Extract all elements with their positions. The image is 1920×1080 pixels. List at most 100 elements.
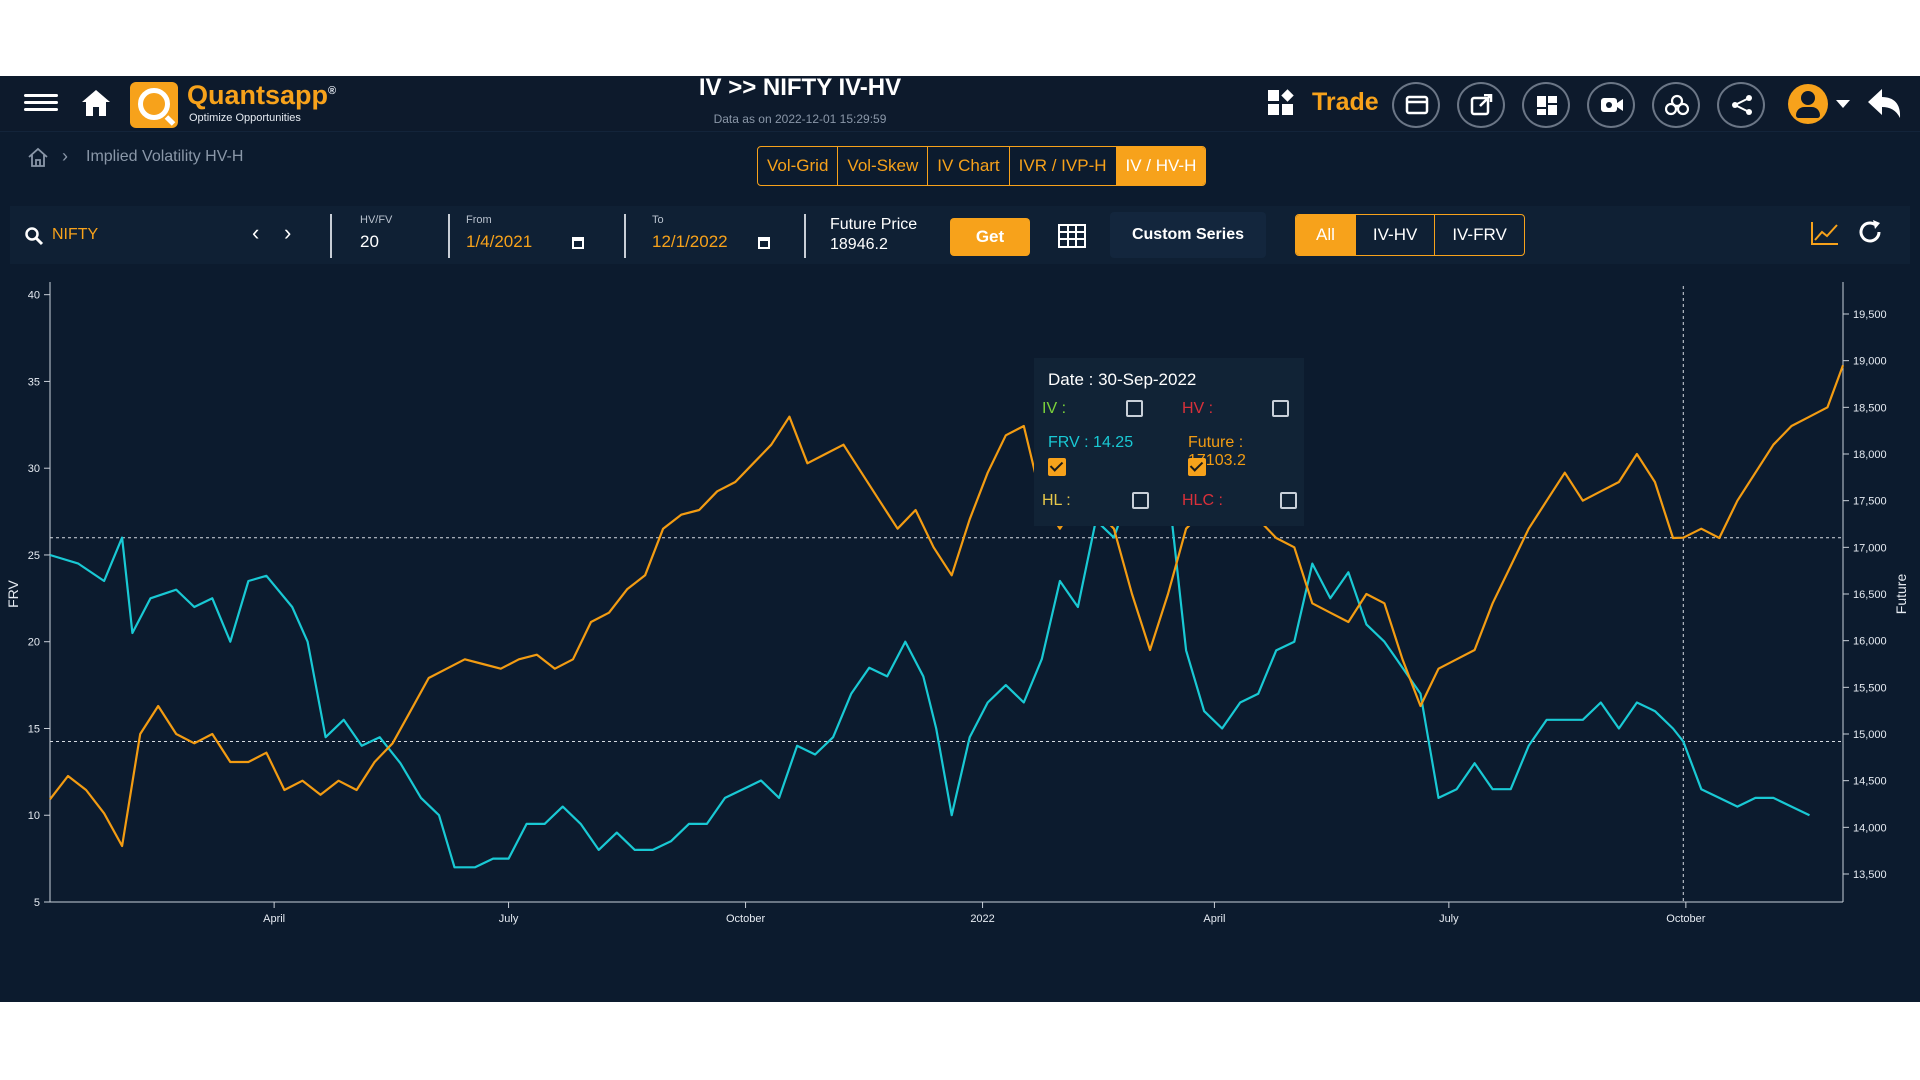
tab-vol-skew[interactable]: Vol-Skew (838, 147, 929, 185)
y-left-tick-label: 10 (28, 810, 40, 822)
y-right-tick-label: 19,500 (1853, 309, 1887, 321)
page-title: IV >> NIFTY IV-HV (698, 74, 902, 101)
y-right-tick-label: 18,000 (1853, 449, 1887, 461)
hvfv-input[interactable]: 20 (360, 232, 379, 251)
external-link-icon[interactable] (1457, 82, 1505, 128)
x-tick-label: July (1439, 913, 1459, 925)
series-toggle-iv-frv[interactable]: IV-FRV (1452, 225, 1507, 244)
x-tick-label: October (726, 913, 765, 925)
y-left-tick-label: 25 (28, 550, 40, 562)
from-date-input[interactable]: 1/4/2021 (466, 232, 533, 251)
tab-iv-hv-h[interactable]: IV / HV-H (1116, 147, 1206, 185)
y-right-tick-label: 16,000 (1853, 636, 1887, 648)
apps-grid-icon[interactable] (1268, 89, 1294, 116)
video-icon[interactable] (1587, 82, 1635, 128)
tab-vol-grid[interactable]: Vol-Grid (758, 147, 839, 185)
y-left-axis-title: FRV (5, 579, 21, 607)
y-right-tick-label: 14,500 (1853, 776, 1887, 788)
x-tick-label: 2022 (970, 913, 994, 925)
hvfv-label: HV/FV (360, 214, 393, 226)
iv-hv-chart[interactable]: 5 10 15 20 25 30 35 40 13,500 14,000 14,500 15,000 1… (0, 274, 1920, 994)
y-right-tick-label: 15,000 (1853, 729, 1887, 741)
x-tick-label: April (1203, 913, 1225, 925)
app-window: Quantsapp® Optimize Opportunities IV >> … (0, 74, 1920, 1002)
future-price-label: Future Price (830, 216, 918, 233)
view-tabs: Vol-Grid Vol-Skew IV Chart IVR / IVP-H I… (757, 146, 1207, 186)
chart-tooltip: Date : 30-Sep-2022 IV : HV : FRV : 14.25… (1034, 358, 1304, 526)
to-label: To (652, 214, 664, 226)
user-icon[interactable] (1788, 84, 1828, 124)
divider (624, 214, 626, 258)
calendar-icon[interactable] (572, 237, 584, 249)
breadcrumb-current: Implied Volatility HV-H (86, 148, 244, 165)
y-right-tick-label: 18,500 (1853, 402, 1887, 414)
top-bar: Quantsapp® Optimize Opportunities IV >> … (0, 74, 1920, 132)
x-tick-label: July (499, 913, 519, 925)
series-line-future (49, 364, 1845, 848)
y-right-tick-label: 15,500 (1853, 682, 1887, 694)
x-tick-label: April (263, 913, 285, 925)
breadcrumb-separator-icon: › (62, 146, 68, 166)
y-right-tick-label: 17,500 (1853, 496, 1887, 508)
series-toggle-iv-hv[interactable]: IV-HV (1356, 215, 1436, 255)
refresh-icon[interactable] (1856, 218, 1884, 251)
tooltip-date: Date : 30-Sep-2022 (1048, 370, 1197, 389)
search-icon[interactable] (24, 226, 44, 251)
future-checkbox[interactable] (1188, 458, 1206, 476)
to-date-input[interactable]: 12/1/2022 (652, 232, 728, 251)
series-toggle: All IV-HV IV-FRV (1295, 214, 1525, 256)
data-timestamp: Data as on 2022-12-01 15:29:59 (713, 112, 887, 126)
y-left-tick-label: 5 (34, 897, 40, 909)
series-toggle-all[interactable]: All (1296, 215, 1356, 255)
y-right-tick-label: 14,000 (1853, 822, 1887, 834)
y-right-tick-label: 13,500 (1853, 869, 1887, 881)
brand-logo-icon[interactable] (130, 82, 178, 128)
trade-button[interactable]: Trade (1312, 88, 1379, 116)
future-price-value: 18946.2 (830, 236, 888, 253)
chart-area: 5 10 15 20 25 30 35 40 13,500 14,000 14,500 15,000 1… (0, 274, 1920, 994)
y-left-tick-label: 30 (28, 463, 40, 475)
series-line-frv (49, 484, 1810, 869)
tooltip-hl-label: HL : (1042, 492, 1071, 509)
brand-tagline: Optimize Opportunities (189, 112, 301, 124)
symbol-input[interactable]: NIFTY (52, 226, 99, 243)
tooltip-frv-label: FRV : 14.25 (1048, 434, 1134, 451)
share-icon[interactable] (1717, 82, 1765, 128)
chevron-left-icon[interactable]: ‹ (252, 220, 260, 245)
y-right-tick-label: 17,000 (1853, 542, 1887, 554)
line-chart-icon[interactable] (1810, 220, 1840, 251)
menu-icon[interactable] (24, 90, 58, 118)
home-icon[interactable] (78, 86, 114, 120)
x-tick-label: October (1666, 913, 1705, 925)
hl-checkbox[interactable] (1132, 492, 1149, 509)
y-left-tick-label: 40 (28, 290, 40, 302)
divider (330, 214, 332, 258)
back-arrow-icon[interactable] (1864, 84, 1904, 129)
frv-checkbox[interactable] (1048, 458, 1066, 476)
tooltip-iv-label: IV : (1042, 400, 1067, 417)
hv-checkbox[interactable] (1272, 400, 1289, 417)
from-label: From (466, 214, 492, 226)
chevron-right-icon[interactable]: › (284, 220, 292, 245)
dashboard-icon[interactable] (1522, 82, 1570, 128)
y-right-axis-title: Future (1893, 574, 1909, 615)
controls-bar: NIFTY ‹ › HV/FV 20 From 1/4/2021 To 12/1… (10, 206, 1910, 264)
breadcrumb-home-icon[interactable] (26, 146, 50, 173)
table-icon[interactable] (1058, 224, 1086, 253)
tooltip-hlc-label: HLC : (1182, 492, 1223, 509)
tab-ivr-ivp-h[interactable]: IVR / IVP-H (1010, 147, 1117, 185)
get-button[interactable]: Get (950, 218, 1030, 256)
chevron-down-icon[interactable] (1836, 100, 1850, 108)
tab-iv-chart[interactable]: IV Chart (928, 147, 1010, 185)
y-left-tick-label: 20 (28, 637, 40, 649)
y-right-tick-label: 19,000 (1853, 356, 1887, 368)
y-left-tick-label: 35 (28, 376, 40, 388)
custom-series-button[interactable]: Custom Series (1110, 212, 1266, 258)
iv-checkbox[interactable] (1126, 400, 1143, 417)
basket-icon[interactable] (1652, 82, 1700, 128)
hlc-checkbox[interactable] (1280, 492, 1297, 509)
window-icon[interactable] (1392, 82, 1440, 128)
brand-name: Quantsapp® (187, 80, 337, 110)
divider (448, 214, 450, 258)
calendar-icon[interactable] (758, 237, 770, 249)
